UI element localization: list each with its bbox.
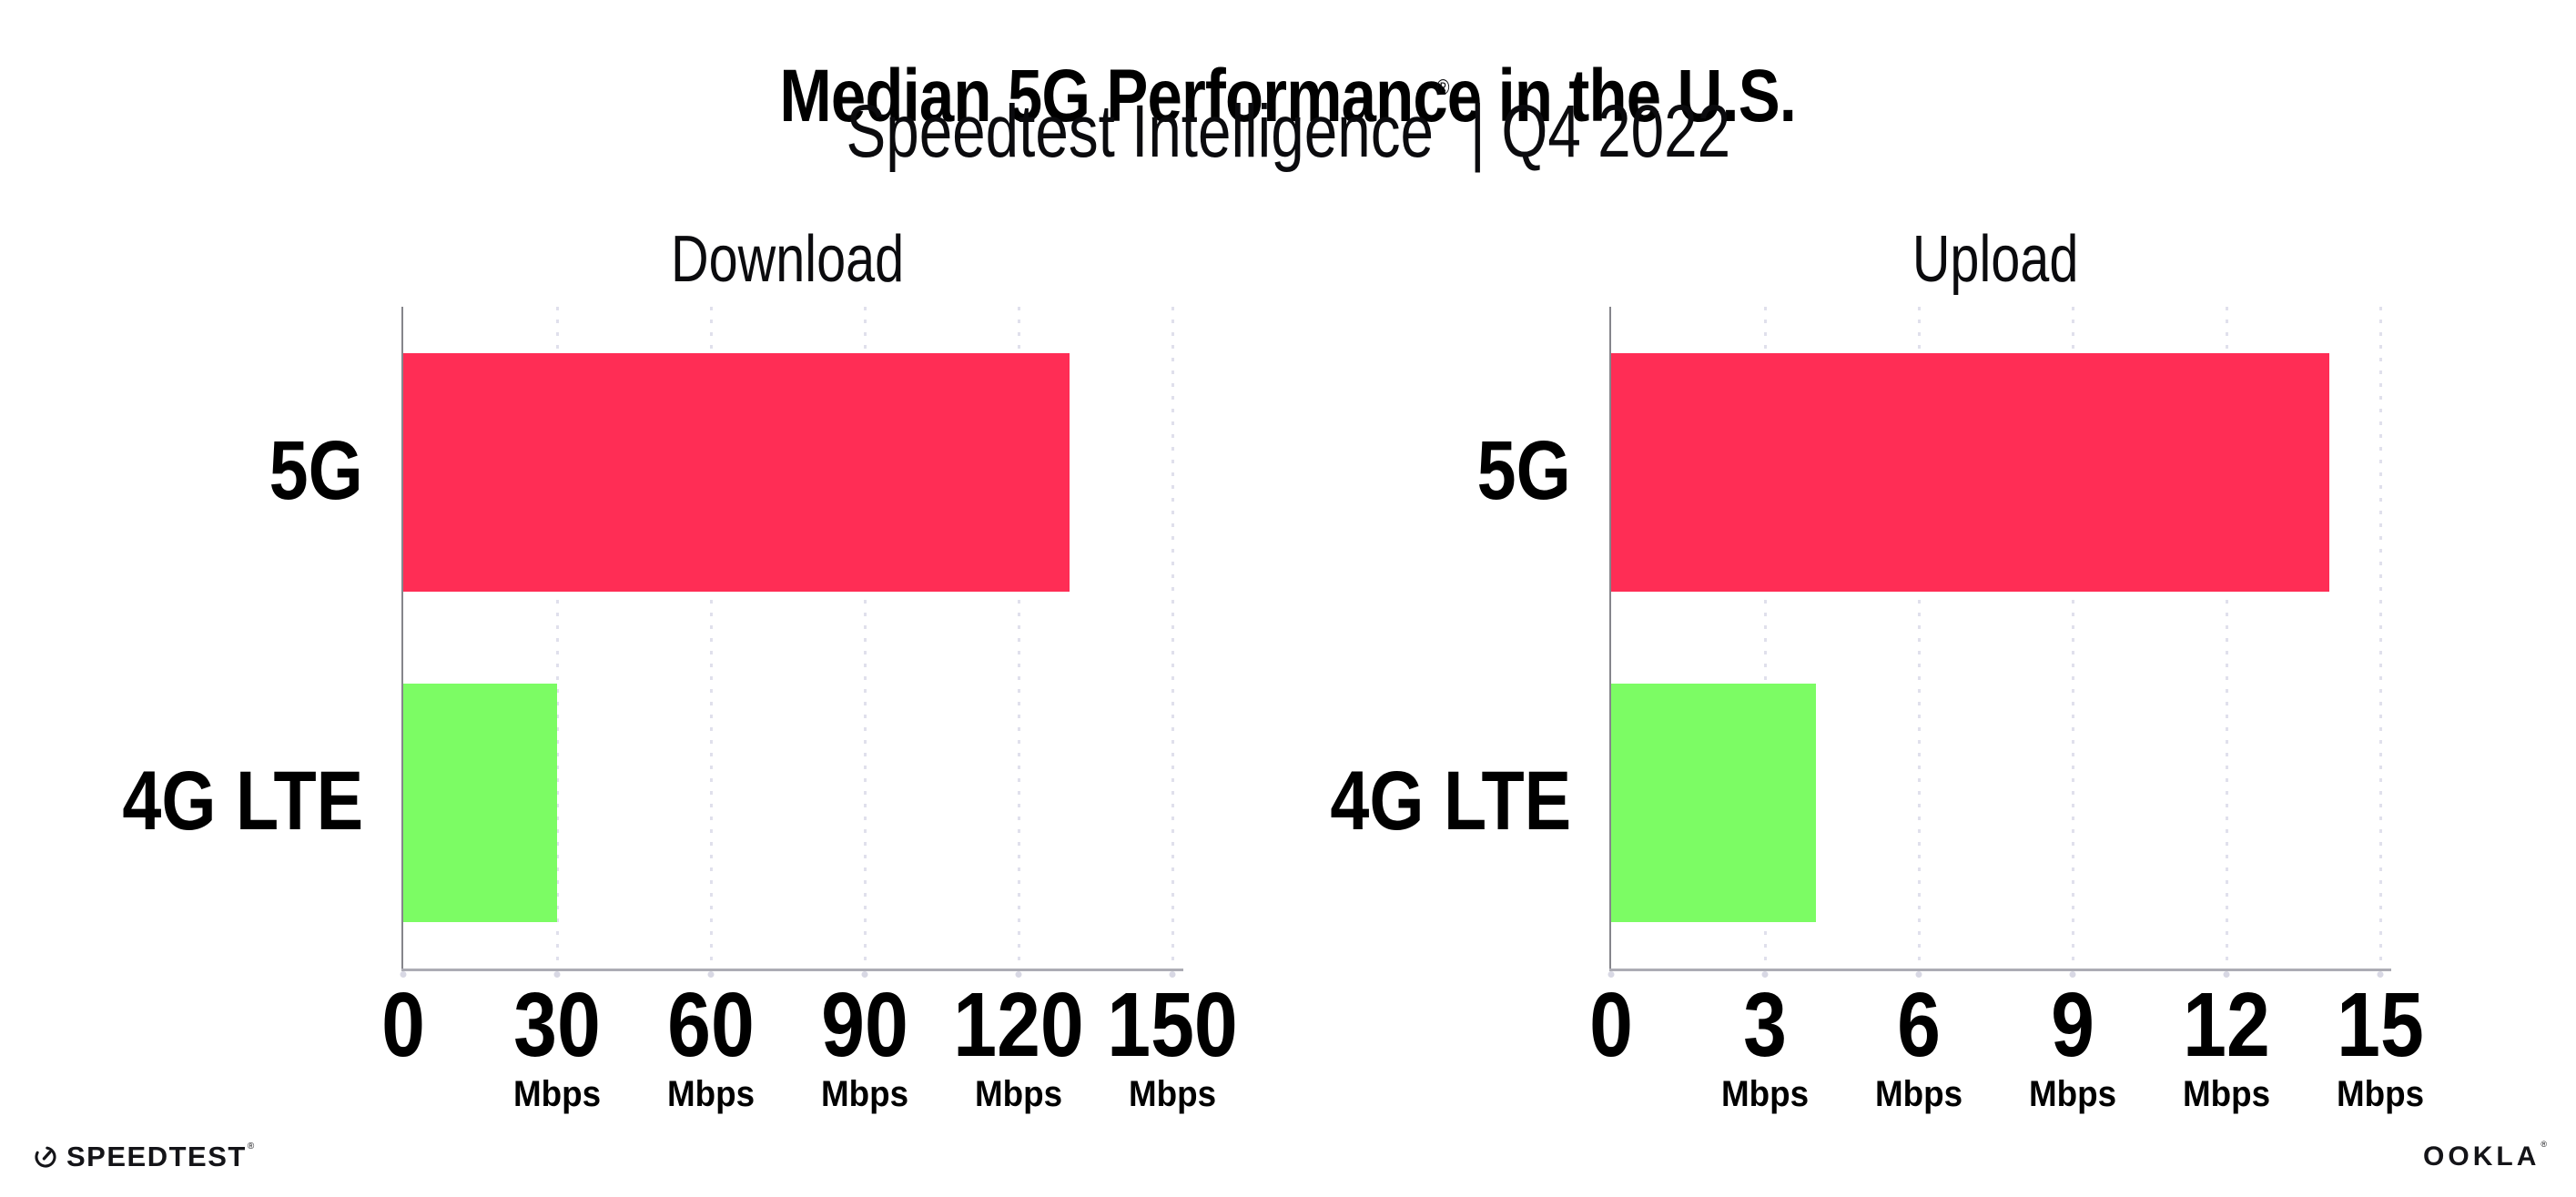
x-tick-label: 60 Mbps [660, 979, 761, 1112]
x-tick-unit: Mbps [512, 1074, 602, 1114]
axis-tick-dot [553, 971, 561, 978]
x-tick-value: 90 [821, 974, 908, 1076]
download-chart-title: Download [403, 227, 1172, 292]
subtitle-separator: | [1469, 90, 1486, 173]
page-subtitle: Speedtest Intelligence® | Q4 2022 [0, 76, 2576, 173]
x-tick-unit: Mbps [666, 1074, 756, 1114]
ookla-logo: OOKLA ® [2423, 1140, 2547, 1172]
axis-tick-dot [400, 971, 407, 978]
category-label-4g-lte: 4G LTE [1330, 755, 1571, 848]
x-tick-unit: Mbps [1874, 1074, 1963, 1114]
x-tick-label: 30 Mbps [506, 979, 607, 1112]
x-axis [1609, 969, 2391, 971]
upload-chart: Upload 0 3 Mbps 6 Mbps 9 Mbps 12 Mbps 15 Mbps 5G 4G … [1330, 227, 2424, 1112]
subtitle-product: Speedtest Intelligence [846, 90, 1434, 173]
x-tick-value: 12 [2183, 974, 2270, 1076]
axis-tick-dot [2069, 971, 2076, 978]
y-axis [401, 307, 403, 969]
x-tick-value: 9 [2051, 974, 2094, 1076]
speedtest-wordmark: SPEEDTEST [66, 1141, 247, 1172]
x-tick-label: 3 Mbps [1718, 979, 1812, 1112]
x-tick-label: 150 Mbps [1097, 979, 1249, 1112]
gridline [2072, 307, 2074, 969]
axis-tick-dot [2377, 971, 2384, 978]
page-title-text: Median 5G Performance in the U.S. [779, 54, 1798, 137]
x-tick-value: 6 [1897, 974, 1941, 1076]
x-tick-unit: Mbps [2182, 1074, 2271, 1114]
axis-tick-dot [861, 971, 868, 978]
x-tick-label: 9 Mbps [2025, 979, 2120, 1112]
speedtest-gauge-icon [35, 1146, 56, 1168]
x-tick-value: 120 [953, 974, 1084, 1076]
x-tick-label: 0 [1586, 979, 1637, 1070]
x-axis [401, 969, 1183, 971]
x-tick-value: 150 [1107, 974, 1238, 1076]
x-tick-label: 12 Mbps [2175, 979, 2277, 1112]
gridline [2379, 307, 2382, 969]
x-tick-value: 60 [667, 974, 755, 1076]
category-label-5g: 5G [269, 423, 363, 517]
gridline [1171, 307, 1174, 969]
x-tick-value: 0 [381, 974, 425, 1076]
x-tick-value: 15 [2337, 974, 2424, 1076]
category-label-4g-lte: 4G LTE [122, 755, 363, 848]
page-subtitle-text: Speedtest Intelligence® | Q4 2022 [846, 76, 1730, 173]
speedtest-trademark: ® [247, 1141, 255, 1151]
subtitle-period: Q4 2022 [1501, 90, 1730, 173]
axis-tick-dot [1761, 971, 1769, 978]
gridline [1018, 307, 1020, 969]
gridline [2226, 307, 2228, 969]
y-axis [1609, 307, 1611, 969]
x-tick-unit: Mbps [820, 1074, 909, 1114]
x-tick-unit: Mbps [2336, 1074, 2425, 1114]
upload-chart-title: Upload [1611, 227, 2380, 292]
registered-mark: ® [1435, 75, 1450, 100]
ookla-trademark: ® [2541, 1140, 2547, 1149]
gridline [1764, 307, 1767, 969]
x-tick-label: 6 Mbps [1871, 979, 1966, 1112]
category-label-5g: 5G [1476, 423, 1571, 517]
axis-tick-dot [1607, 971, 1615, 978]
download-chart-title-text: Download [671, 223, 905, 296]
gridline [1918, 307, 1921, 969]
x-tick-unit: Mbps [1720, 1074, 1810, 1114]
x-tick-label: 90 Mbps [814, 979, 915, 1112]
bar-4g-lte [403, 684, 557, 923]
axis-tick-dot [1915, 971, 1922, 978]
x-tick-unit: Mbps [2028, 1074, 2117, 1114]
bar-4g-lte [1611, 684, 1817, 923]
x-tick-label: 15 Mbps [2329, 979, 2430, 1112]
axis-tick-dot [1169, 971, 1176, 978]
x-tick-value: 3 [1743, 974, 1787, 1076]
axis-tick-dot [1015, 971, 1022, 978]
gridline [710, 307, 713, 969]
x-tick-value: 30 [513, 974, 601, 1076]
axis-tick-dot [707, 971, 715, 978]
gridline [556, 307, 559, 969]
gridline [864, 307, 867, 969]
bar-5g [403, 352, 1070, 592]
x-tick-value: 0 [1589, 974, 1633, 1076]
speedtest-logo: SPEEDTEST ® [33, 1138, 254, 1176]
upload-chart-title-text: Upload [1912, 223, 2079, 296]
page-title: Median 5G Performance in the U.S. [0, 54, 2576, 137]
x-tick-unit: Mbps [974, 1074, 1063, 1114]
axis-tick-dot [2223, 971, 2230, 978]
x-tick-label: 120 Mbps [943, 979, 1095, 1112]
x-tick-label: 0 [378, 979, 429, 1070]
download-chart: Download 0 30 Mbps 60 Mbps 90 Mbps 120 Mbps 150 Mb… [122, 227, 1238, 1112]
x-tick-unit: Mbps [1128, 1074, 1217, 1114]
bar-5g [1611, 352, 2329, 592]
ookla-wordmark: OOKLA [2423, 1141, 2541, 1172]
